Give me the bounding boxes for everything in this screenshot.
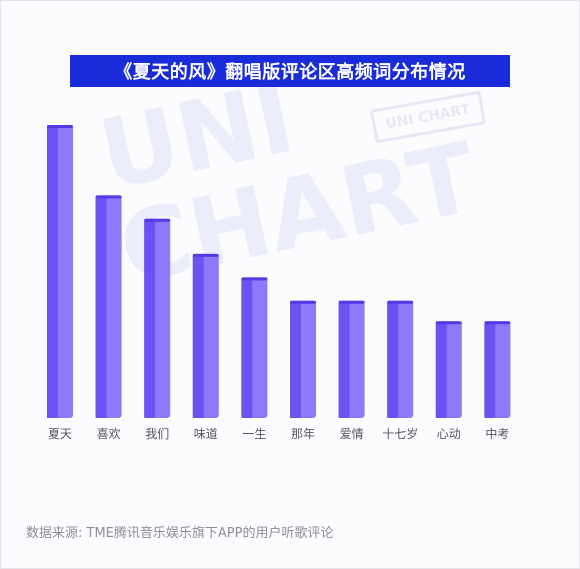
x-tick-label: 中考 <box>485 426 509 441</box>
x-tick-label: 十七岁 <box>382 426 418 441</box>
bar-shade <box>338 302 350 418</box>
x-tick-label: 爱情 <box>340 427 364 441</box>
bar-shade <box>95 197 107 418</box>
bar-shade <box>387 302 399 418</box>
bar-cap <box>484 321 511 325</box>
source-note: 数据来源: TME腾讯音乐娱乐旗下APP的用户听歌评论 <box>26 526 334 541</box>
chart-title: 《夏天的风》翻唱版评论区高频词分布情况 <box>70 55 510 87</box>
bar-shade <box>47 127 58 418</box>
x-tick-label: 夏天 <box>48 427 72 441</box>
bar-cap <box>290 300 316 304</box>
bar-cap <box>95 195 122 199</box>
x-tick-label: 喜欢 <box>97 426 121 441</box>
x-tick-label: 我们 <box>145 426 169 441</box>
bar-夏天 <box>47 125 73 418</box>
bar-味道 <box>192 253 219 418</box>
bar-shade <box>241 279 253 418</box>
bar-一生 <box>241 277 268 418</box>
bar-cap <box>241 277 268 281</box>
bar-cap <box>387 300 414 304</box>
bar-shade <box>484 323 496 418</box>
x-tick-label: 一生 <box>242 427 266 441</box>
bar-我们 <box>144 218 171 418</box>
bar-cap <box>47 125 73 128</box>
bar-cap <box>144 218 171 222</box>
bar-cap <box>192 253 219 257</box>
bar-shade <box>192 255 204 418</box>
bar-爱情 <box>338 300 365 418</box>
bar-那年 <box>290 300 316 418</box>
x-tick-label: 那年 <box>291 427 315 441</box>
x-tick-label: 心动 <box>437 427 461 441</box>
bar-shade <box>435 323 447 418</box>
x-tick-label: 味道 <box>194 427 218 441</box>
bar-十七岁 <box>387 300 414 418</box>
bar-shade <box>144 220 156 418</box>
bar-shade <box>290 302 301 418</box>
bar-喜欢 <box>95 195 122 418</box>
bar-中考 <box>484 321 511 418</box>
bar-cap <box>338 300 365 304</box>
bar-cap <box>435 321 462 325</box>
bar-心动 <box>435 321 462 418</box>
